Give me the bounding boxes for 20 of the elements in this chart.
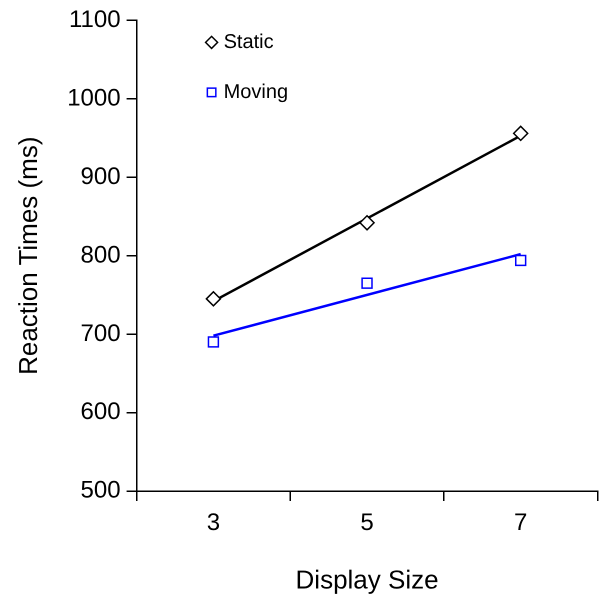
x-tick-label: 7: [514, 509, 528, 536]
y-tick-label: 1000: [67, 84, 121, 112]
y-axis-title: Reaction Times (ms): [12, 136, 43, 375]
point: [514, 254, 526, 266]
y-tick-label: 700: [80, 320, 121, 347]
y-tick-label: 1100: [68, 6, 121, 34]
x-tick-label: 5: [360, 509, 374, 536]
y-tick-label: 900: [80, 162, 121, 190]
point: [208, 336, 220, 348]
legend-label: Moving: [224, 80, 288, 103]
y-tick-label: 600: [80, 398, 121, 426]
x-axis-title: Display Size: [296, 564, 439, 595]
point: [359, 215, 375, 231]
y-tick-label: 800: [80, 241, 121, 268]
point: [206, 291, 222, 307]
point: [361, 277, 373, 289]
x-tick-label: 3: [206, 509, 220, 536]
legend-label: Static: [224, 30, 274, 53]
point: [512, 126, 528, 142]
y-tick-label: 500: [80, 476, 121, 504]
